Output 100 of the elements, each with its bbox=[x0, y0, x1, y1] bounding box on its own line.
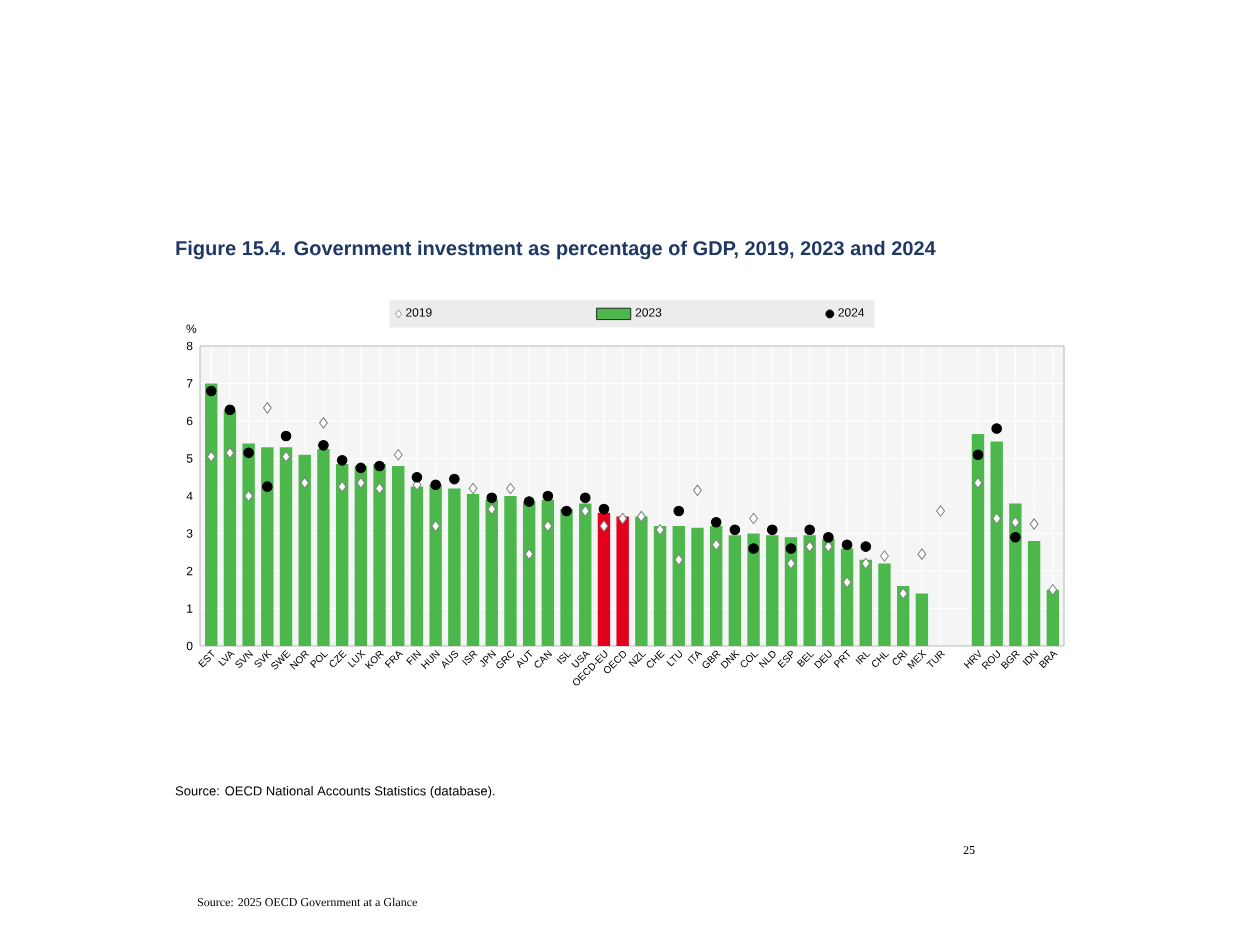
point bbox=[300, 477, 310, 489]
bar bbox=[522, 501, 536, 646]
bar bbox=[990, 441, 1003, 646]
point bbox=[411, 471, 423, 483]
point bbox=[598, 503, 610, 515]
bar bbox=[373, 464, 386, 646]
point bbox=[280, 430, 292, 442]
point bbox=[542, 490, 554, 502]
bar bbox=[579, 503, 592, 646]
point bbox=[1048, 584, 1058, 596]
bar bbox=[915, 593, 929, 646]
point bbox=[992, 512, 1002, 525]
point bbox=[973, 477, 983, 489]
bar bbox=[261, 447, 274, 646]
point bbox=[337, 480, 347, 493]
bar bbox=[1027, 541, 1041, 646]
point bbox=[561, 505, 572, 517]
bar bbox=[822, 539, 835, 646]
bar bbox=[766, 535, 779, 646]
point bbox=[618, 512, 628, 525]
bar bbox=[504, 495, 517, 646]
point bbox=[655, 524, 665, 536]
bar bbox=[279, 447, 293, 646]
point bbox=[823, 531, 834, 543]
point bbox=[972, 449, 984, 461]
bar bbox=[635, 516, 648, 646]
point bbox=[1010, 516, 1020, 528]
point bbox=[580, 505, 590, 517]
point bbox=[393, 449, 403, 461]
point bbox=[729, 524, 741, 536]
bar bbox=[298, 454, 311, 646]
point bbox=[543, 520, 553, 532]
point bbox=[710, 516, 722, 528]
point bbox=[281, 450, 291, 463]
point bbox=[674, 554, 684, 566]
point bbox=[991, 423, 1002, 434]
point bbox=[599, 520, 609, 532]
bar bbox=[429, 484, 442, 646]
point bbox=[841, 539, 853, 551]
bar bbox=[541, 499, 555, 646]
point bbox=[898, 587, 908, 600]
point bbox=[711, 539, 721, 551]
bar bbox=[410, 486, 424, 646]
point bbox=[1010, 531, 1021, 543]
point bbox=[244, 490, 254, 502]
bar bbox=[392, 466, 405, 646]
point bbox=[431, 520, 441, 532]
bar bbox=[616, 516, 629, 646]
point bbox=[748, 543, 759, 554]
point bbox=[262, 481, 273, 492]
bar bbox=[205, 383, 218, 646]
chart-title: Figure 15.4. Government investment as percentage of GDP, 2019, 2023 and 2024 bbox=[176, 240, 936, 260]
bar bbox=[335, 464, 349, 646]
point bbox=[786, 557, 796, 570]
bar bbox=[747, 533, 760, 646]
point bbox=[224, 404, 236, 416]
point bbox=[468, 482, 478, 495]
point bbox=[319, 417, 328, 429]
bar bbox=[672, 526, 685, 646]
bar bbox=[971, 434, 985, 646]
bar bbox=[242, 443, 255, 646]
point bbox=[318, 440, 329, 451]
bar bbox=[691, 527, 704, 646]
bar bbox=[1046, 589, 1059, 646]
point bbox=[205, 385, 217, 397]
point bbox=[785, 543, 797, 554]
point bbox=[262, 402, 272, 414]
point bbox=[917, 548, 927, 560]
bar bbox=[878, 563, 891, 646]
point bbox=[243, 447, 254, 459]
bar bbox=[466, 494, 480, 646]
point bbox=[523, 496, 535, 507]
point bbox=[804, 524, 815, 536]
point bbox=[636, 510, 646, 523]
point bbox=[805, 540, 815, 553]
bar bbox=[560, 509, 573, 646]
bar bbox=[448, 488, 461, 646]
point bbox=[449, 473, 460, 485]
point bbox=[487, 503, 497, 515]
point bbox=[225, 447, 235, 459]
point bbox=[356, 477, 366, 489]
point bbox=[486, 492, 498, 504]
point bbox=[355, 462, 367, 474]
point bbox=[673, 505, 685, 517]
bar bbox=[840, 548, 854, 646]
bar bbox=[709, 526, 723, 646]
bar bbox=[485, 499, 498, 646]
point bbox=[880, 550, 889, 562]
point bbox=[861, 557, 871, 570]
bar bbox=[803, 535, 816, 646]
bar bbox=[859, 559, 872, 646]
point bbox=[579, 492, 591, 504]
point bbox=[936, 505, 945, 517]
point bbox=[336, 455, 348, 466]
bar bbox=[597, 512, 611, 646]
bar bbox=[1009, 503, 1022, 646]
point bbox=[524, 548, 534, 560]
point bbox=[206, 450, 216, 463]
point bbox=[430, 479, 441, 491]
point bbox=[860, 541, 872, 552]
